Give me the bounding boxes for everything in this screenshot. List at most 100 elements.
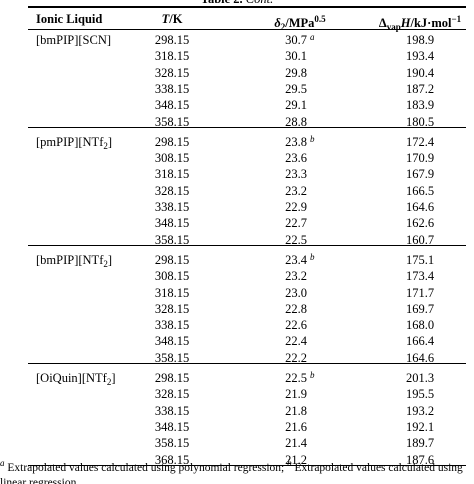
hvap-cell: 160.7 [360, 233, 474, 247]
text-segment: /kJ·mol [410, 16, 452, 30]
temperature-cell: 358.15 [112, 436, 232, 450]
text-segment: 298.15 [154, 371, 190, 385]
temperature-cell: 318.15 [112, 49, 232, 63]
temperature-cell: 338.15 [112, 200, 232, 214]
text-segment: 171.7 [405, 285, 435, 300]
temperature-cell: 318.15 [112, 167, 232, 181]
delta-cell: 21.8 [285, 404, 307, 418]
ionic-liquid-name: [OiQuin][NTf2] [36, 371, 116, 389]
delta-cell: 23.6 [285, 151, 307, 165]
title-cont: Cont. [243, 0, 273, 6]
hvap-cell: 167.9 [360, 167, 474, 181]
delta-cell: 21.6 [285, 420, 307, 434]
text-segment: 358.15 [154, 232, 190, 247]
note-mark: b [310, 368, 315, 382]
ionic-liquid-name: [bmPIP][NTf2] [36, 253, 112, 271]
text-segment: 29.1 [285, 98, 307, 113]
delta-cell: 30.7 [285, 33, 307, 47]
text-segment: a [310, 32, 315, 42]
hvap-cell: 166.4 [360, 334, 474, 348]
text-segment: 23.6 [285, 151, 307, 166]
header-cell: T/K [112, 12, 232, 26]
text-segment: 183.9 [405, 98, 435, 113]
text-segment: 23.0 [285, 285, 307, 300]
temperature-cell: 358.15 [112, 115, 232, 129]
text-segment: 358.15 [154, 350, 190, 365]
rule-line [28, 464, 466, 467]
header-cell: δ2/MPa0.5 [240, 12, 360, 34]
hvap-cell: 195.5 [360, 387, 474, 401]
delta-cell: 21.4 [285, 436, 307, 450]
temperature-cell: 328.15 [112, 387, 232, 401]
text-segment: 338.15 [154, 81, 190, 96]
text-segment: a [0, 458, 5, 468]
temperature-cell: 318.15 [112, 286, 232, 300]
delta-cell: 22.4 [285, 334, 307, 348]
text-segment: 187.6 [405, 452, 435, 467]
text-segment: b [310, 370, 315, 380]
text-segment: /MPa [285, 16, 315, 30]
text-segment: 358.15 [154, 114, 190, 129]
note-mark: a [310, 30, 315, 44]
text-segment: 0.5 [314, 14, 326, 24]
temperature-cell: 328.15 [112, 184, 232, 198]
text-segment: 328.15 [154, 387, 190, 402]
hvap-cell: 187.6 [360, 453, 474, 467]
text-segment: 172.4 [405, 134, 435, 149]
hvap-cell: 162.6 [360, 216, 474, 230]
text-segment: Extrapolated values calculated using pol… [4, 462, 288, 474]
text-segment: 190.4 [405, 65, 435, 80]
text-segment: 198.9 [405, 33, 435, 47]
hvap-cell: 169.7 [360, 302, 474, 316]
text-segment: 318.15 [154, 285, 190, 300]
text-segment: 164.6 [405, 200, 435, 214]
rule-line [28, 29, 466, 30]
text-segment: 318.15 [154, 167, 190, 182]
temperature-cell: 328.15 [112, 66, 232, 80]
text-segment: [OiQuin][NTf [36, 371, 107, 385]
text-segment: 193.2 [405, 403, 435, 418]
text-segment: 348.15 [154, 98, 190, 113]
note-mark: b [310, 250, 315, 264]
text-segment: 30.1 [285, 49, 307, 64]
text-segment: 308.15 [154, 151, 190, 166]
hvap-cell: 172.4 [360, 135, 474, 149]
text-segment: 21.8 [285, 403, 307, 418]
hvap-cell: 170.9 [360, 151, 474, 165]
hvap-cell: 168.0 [360, 318, 474, 332]
hvap-cell: 171.7 [360, 286, 474, 300]
delta-cell: 23.2 [285, 184, 307, 198]
note-mark: b [310, 132, 315, 146]
text-segment: 166.4 [405, 334, 435, 349]
delta-cell: 23.0 [285, 286, 307, 300]
hvap-cell: 175.1 [360, 253, 474, 267]
text-segment: [bmPIP][NTf [36, 252, 104, 267]
delta-cell: 23.2 [285, 269, 307, 283]
text-segment: 298.15 [154, 33, 190, 47]
text-segment: 2 [106, 377, 112, 387]
text-segment: 28.8 [285, 114, 307, 129]
text-segment: 22.5 [285, 371, 307, 385]
delta-cell: 22.2 [285, 351, 307, 365]
delta-cell: 22.9 [285, 200, 307, 214]
text-segment: 22.8 [285, 301, 307, 316]
delta-cell: 22.8 [285, 302, 307, 316]
text-segment: 338.15 [154, 403, 190, 418]
text-segment: 162.6 [405, 216, 435, 231]
text-segment: 187.2 [405, 81, 435, 96]
hvap-cell: 180.5 [360, 115, 474, 129]
hvap-cell: 192.1 [360, 420, 474, 434]
footnote: a Extrapolated values calculated using p… [0, 456, 474, 484]
text-segment: 193.4 [405, 49, 435, 64]
text-segment: 166.5 [405, 183, 435, 198]
temperature-cell: 348.15 [112, 420, 232, 434]
temperature-cell: 308.15 [112, 269, 232, 283]
delta-cell: 29.1 [285, 98, 307, 112]
text-segment: b [287, 458, 292, 468]
temperature-cell: 368.15 [112, 453, 232, 467]
hvap-cell: 183.9 [360, 98, 474, 112]
text-segment: 167.9 [405, 167, 435, 182]
text-segment: 175.1 [405, 252, 435, 267]
delta-cell: 29.5 [285, 82, 307, 96]
text-segment: 23.8 [285, 134, 307, 149]
